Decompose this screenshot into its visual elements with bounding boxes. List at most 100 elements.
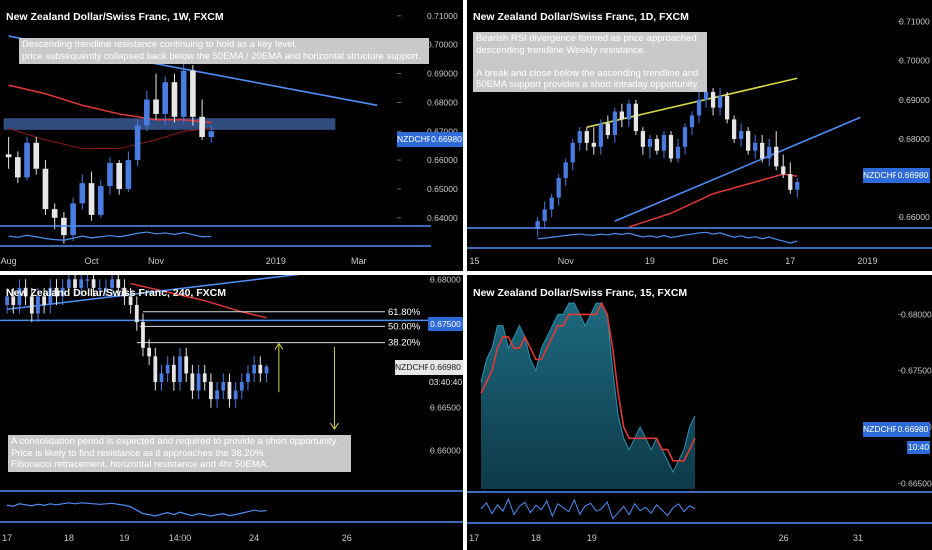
candle-body [5,154,12,158]
candle-body [116,279,121,288]
x-tick-label: Oct [85,256,100,266]
y-tick-label: 0.70000 [427,40,458,50]
candle-body [184,356,189,374]
y-tick-label: 0.65000 [427,184,458,194]
candle-body [33,142,40,169]
trendline [614,116,861,222]
candle-body [17,287,22,305]
x-tick-label: Aug [1,256,17,266]
h4-chart: 61.80% 50.00% 38.20% 17 18 19 14:00 24 26 0.680… [0,275,463,543]
candle-body [88,183,95,215]
y-tick-label: 0.66000 [899,212,930,222]
candle-body [171,364,176,382]
candle-body [703,91,709,100]
m15-time-tag: 10:40 [907,441,930,454]
candle-body [252,364,257,374]
y-tick-label: 0.68000 [899,134,930,144]
rsi-line [537,231,798,244]
candle-body [542,209,547,222]
candle-body [264,366,269,374]
h4-annotation-line: A consolidation period is expected and r… [11,436,339,447]
candle-body [190,373,195,391]
candle-body [36,296,40,314]
candle-body [795,181,800,190]
x-tick-label: 24 [249,533,259,543]
x-tick-label: 19 [587,533,597,543]
candle-body [134,125,141,161]
y-tick-label: 0.67000 [427,126,458,136]
candle-body [584,131,589,143]
projection-arrow-head [330,422,339,430]
candle-body [549,197,554,210]
x-tick-label: 26 [342,533,352,543]
candle-body [647,138,653,147]
x-tick-label: 14:00 [169,533,192,543]
candle-body [15,157,21,178]
x-tick-label: 19 [645,256,655,266]
x-tick-label: 18 [64,533,74,543]
fib-level-label: 38.20% [388,338,421,349]
candle-body [5,296,9,305]
candle-body [79,183,86,204]
x-tick-label: Nov [148,256,165,266]
candle-body [717,95,723,108]
trendline [6,275,301,311]
candle-body [122,287,127,297]
candle-body [221,382,226,391]
candle-body [180,70,187,117]
candle-body [689,115,695,128]
daily-chart-pane[interactable]: 15 Nov 19 Dec 17 2019 0.71000 0.70000 0.69000 0.… [467,0,932,271]
candle-body [556,178,561,198]
candle-body [97,287,102,290]
candle-body [23,287,28,297]
candle-body [110,279,114,288]
y-tick-label: 0.66000 [430,445,461,455]
candle-body [258,364,263,374]
ema50-line [628,173,798,228]
candle-body [190,70,196,117]
rsi-line [480,497,696,520]
x-tick-label: 19 [119,533,129,543]
fib-level-label: 61.80% [388,307,421,318]
vertical-divider[interactable] [463,0,467,550]
y-tick-label: 0.66000 [427,155,458,165]
candle-body [51,209,58,218]
y-tick-label: 0.70000 [899,56,930,66]
candle-body [85,279,90,281]
candle-body [724,95,730,120]
candle-body [60,287,65,297]
candle-body [788,174,793,190]
h4-annotation-line: Price is likely to find resistance as it… [11,447,264,459]
candle-body [696,99,702,116]
candle-body [767,146,772,159]
candle-body [246,373,250,382]
x-tick-label: Nov [558,256,575,266]
y-tick-label: 0.69000 [427,69,458,79]
candle-body [153,99,159,114]
candle-body [134,304,139,323]
price-area [481,303,695,489]
candle-body [178,356,182,382]
candle-body [738,131,744,139]
candle-body [233,390,238,400]
candle-body [116,162,122,189]
candle-body [612,111,617,136]
fib-level-label: 50.00% [388,321,421,332]
candle-body [598,123,603,147]
candle-body [675,146,681,159]
candle-body [227,382,232,400]
h4-chart-pane[interactable]: 61.80% 50.00% 38.20% 17 18 19 14:00 24 26 0.680… [0,275,463,550]
weekly-chart-pane[interactable]: Aug Oct Nov 2019 Mar 0.71000 0.70000 0.69000 0.… [0,0,463,271]
x-tick-label: 15 [470,256,480,266]
ema20-line [8,127,212,150]
x-tick-label: 26 [779,533,789,543]
candle-body [239,382,244,391]
candle-body [563,162,568,179]
candle-body [682,127,688,147]
horizontal-divider[interactable] [0,271,932,275]
y-tick-label: 0.69000 [899,95,930,105]
candle-body [107,162,113,187]
x-tick-label: 17 [2,533,12,543]
